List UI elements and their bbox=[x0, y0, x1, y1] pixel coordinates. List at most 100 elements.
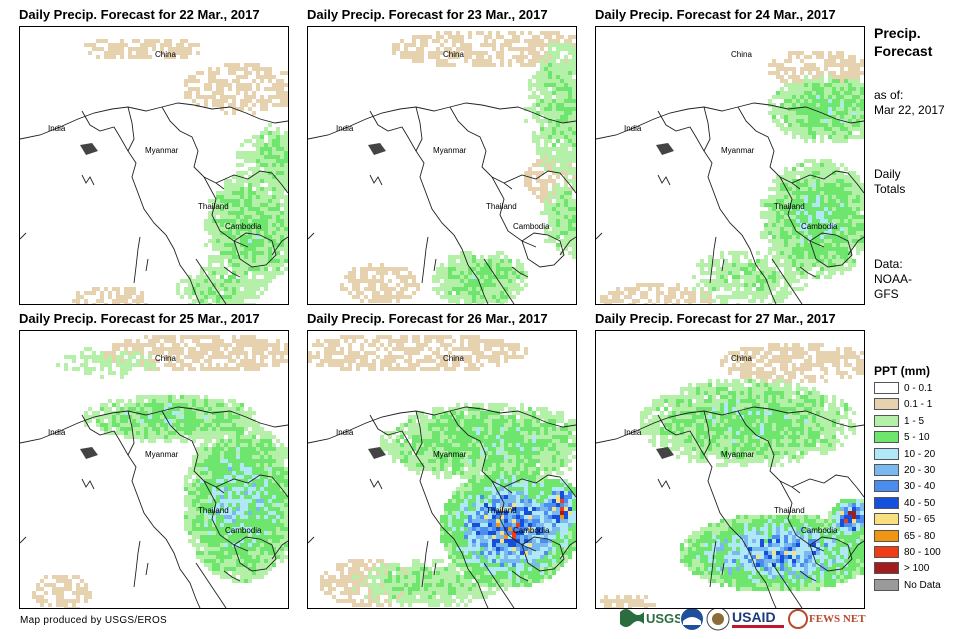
svg-text:FEWS NET: FEWS NET bbox=[809, 613, 866, 625]
country-border bbox=[596, 232, 864, 284]
legend-swatch bbox=[874, 578, 899, 591]
country-border bbox=[369, 478, 383, 490]
country-border bbox=[369, 110, 417, 152]
country-label-china: China bbox=[155, 50, 176, 59]
delta-region bbox=[656, 447, 674, 459]
map-credit: Map produced by USGS/EROS bbox=[20, 615, 168, 626]
country-border bbox=[308, 232, 576, 284]
daily-totals-text: Daily Totals bbox=[874, 167, 906, 196]
legend-label: 80 - 100 bbox=[904, 547, 941, 558]
forecast-map: China India Myanmar Thailand Cambodia bbox=[19, 26, 289, 305]
precip-grid bbox=[308, 335, 576, 607]
country-border bbox=[81, 478, 95, 490]
country-label-myanmar: Myanmar bbox=[433, 146, 467, 155]
forecast-map: China India Myanmar Thailand Cambodia bbox=[595, 330, 865, 609]
country-label-thailand: Thailand bbox=[198, 202, 229, 211]
country-border bbox=[20, 102, 288, 140]
country-label-cambodia: Cambodia bbox=[801, 526, 838, 535]
country-label-myanmar: Myanmar bbox=[145, 450, 179, 459]
forecast-map: China India Myanmar Thailand Cambodia bbox=[307, 26, 577, 305]
country-border bbox=[20, 536, 288, 588]
country-border bbox=[233, 536, 277, 572]
legend-label: > 100 bbox=[904, 563, 930, 575]
country-label-china: China bbox=[731, 50, 752, 59]
country-border bbox=[657, 174, 671, 186]
country-border bbox=[483, 562, 515, 608]
precip-map-svg: China India Myanmar Thailand Cambodia bbox=[20, 335, 288, 608]
legend-label: No Data bbox=[904, 579, 941, 591]
country-border bbox=[657, 110, 705, 152]
country-border bbox=[809, 536, 853, 572]
country-border bbox=[491, 480, 537, 552]
legend-swatch bbox=[874, 382, 899, 394]
country-border bbox=[657, 478, 671, 490]
country-label-myanmar: Myanmar bbox=[721, 146, 755, 155]
country-border bbox=[81, 414, 129, 456]
forecast-map: China India Myanmar Thailand Cambodia bbox=[595, 26, 865, 305]
usgs-logo: USGS bbox=[618, 606, 683, 632]
country-label-india: India bbox=[48, 428, 66, 437]
forecast-map: China India Myanmar Thailand Cambodia bbox=[307, 330, 577, 609]
svg-text:USGS: USGS bbox=[646, 611, 680, 626]
country-border bbox=[415, 106, 489, 304]
legend-title: PPT (mm) bbox=[874, 364, 931, 378]
country-border bbox=[596, 536, 864, 588]
country-label-thailand: Thailand bbox=[486, 202, 517, 211]
legend-swatch bbox=[874, 398, 899, 411]
country-label-cambodia: Cambodia bbox=[513, 222, 550, 231]
country-label-thailand: Thailand bbox=[198, 506, 229, 515]
country-border bbox=[415, 410, 489, 608]
panel-title: Daily Precip. Forecast for 22 Mar., 2017 bbox=[19, 7, 260, 22]
delta-region bbox=[80, 143, 98, 155]
noaa-logo bbox=[680, 606, 704, 632]
country-border bbox=[161, 106, 225, 190]
country-label-china: China bbox=[443, 50, 464, 59]
country-label-thailand: Thailand bbox=[774, 202, 805, 211]
country-border bbox=[195, 562, 227, 608]
country-border bbox=[771, 258, 803, 304]
legend-swatch bbox=[874, 529, 899, 542]
legend-swatch bbox=[874, 496, 899, 509]
country-border bbox=[491, 176, 537, 248]
country-label-cambodia: Cambodia bbox=[801, 222, 838, 231]
country-border bbox=[771, 562, 803, 608]
country-border bbox=[791, 170, 864, 194]
country-label-cambodia: Cambodia bbox=[225, 526, 262, 535]
precip-grid bbox=[340, 31, 576, 304]
country-label-cambodia: Cambodia bbox=[225, 222, 262, 231]
country-label-myanmar: Myanmar bbox=[721, 450, 755, 459]
country-border bbox=[449, 106, 513, 190]
legend-swatch bbox=[874, 513, 899, 526]
legend-swatch bbox=[874, 464, 899, 476]
country-border bbox=[215, 474, 288, 498]
legend-swatch bbox=[874, 546, 899, 558]
legend-swatch bbox=[874, 480, 899, 493]
as-of-text: as of: Mar 22, 2017 bbox=[874, 88, 945, 117]
country-border bbox=[703, 106, 777, 304]
side-title: Precip. Forecast bbox=[874, 25, 933, 59]
legend-swatch bbox=[874, 431, 899, 444]
legend-label: 0 - 0.1 bbox=[904, 383, 933, 394]
country-border bbox=[483, 258, 515, 304]
country-label-myanmar: Myanmar bbox=[145, 146, 179, 155]
data-source-text: Data: NOAA- GFS bbox=[874, 257, 913, 301]
country-border bbox=[203, 176, 249, 248]
country-label-thailand: Thailand bbox=[774, 506, 805, 515]
legend-swatch bbox=[874, 562, 899, 575]
country-border bbox=[127, 410, 201, 608]
country-label-india: India bbox=[48, 124, 66, 133]
legend-swatch bbox=[874, 414, 899, 427]
legend-label: 50 - 65 bbox=[904, 514, 936, 526]
country-border bbox=[703, 410, 777, 608]
precip-map-svg: China India Myanmar Thailand Cambodia bbox=[596, 50, 864, 304]
country-border bbox=[308, 536, 576, 588]
panel-title: Daily Precip. Forecast for 27 Mar., 2017 bbox=[595, 311, 836, 326]
precip-map-svg: China India Myanmar Thailand Cambodia bbox=[20, 39, 288, 304]
country-border bbox=[81, 110, 129, 152]
country-border bbox=[503, 170, 576, 194]
panel-title: Daily Precip. Forecast for 26 Mar., 2017 bbox=[307, 311, 548, 326]
precip-map-svg: China India Myanmar Thailand Cambodia bbox=[308, 335, 576, 608]
svg-text:USAID: USAID bbox=[732, 609, 776, 625]
country-border bbox=[161, 410, 225, 494]
country-border bbox=[503, 474, 576, 498]
